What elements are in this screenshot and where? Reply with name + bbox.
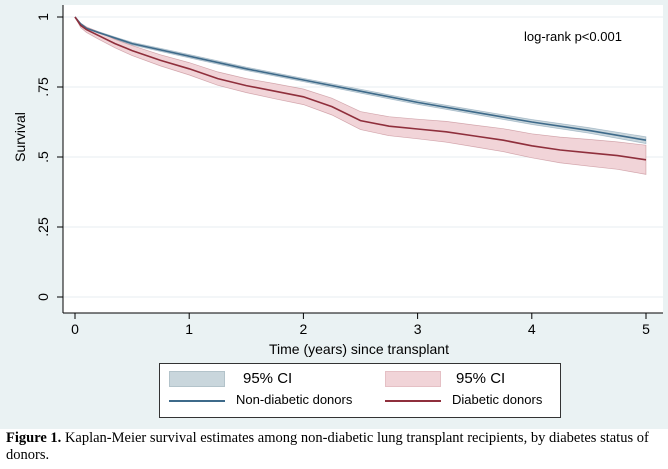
legend-ci-label-diabetic: 95% CI [456, 370, 506, 387]
x-axis-title: Time (years) since transplant [269, 341, 449, 357]
x-tick-label: 2 [300, 321, 308, 337]
x-tick-label: 0 [71, 321, 79, 337]
legend-label-diabetic: Diabetic donors [452, 392, 543, 407]
legend-ci-label-nondiabetic: 95% CI [243, 370, 293, 387]
legend-ci-swatch-nondiabetic [169, 371, 225, 387]
logrank-annotation: log-rank p<0.001 [524, 29, 622, 44]
survival-line-diabetic [74, 16, 647, 161]
figure-panel: 0 .25 .5 .75 1 0 1 2 3 4 5 Time (years) since tran… [0, 0, 668, 429]
legend-line-nondiabetic [169, 400, 225, 402]
km-plot: 0 .25 .5 .75 1 0 1 2 3 4 5 Time (years) since tran… [12, 5, 663, 357]
survival-curves [74, 16, 647, 161]
y-axis-title: Survival [12, 112, 28, 162]
ticks: 0 .25 .5 .75 1 0 1 2 3 4 5 [35, 13, 650, 337]
legend: 95% CI 95% CI Non-diabetic donors Diabet… [159, 363, 561, 418]
legend-line-diabetic [385, 400, 441, 402]
y-tick-label: .75 [35, 77, 51, 97]
x-tick-label: 1 [185, 321, 193, 337]
x-tick-label: 5 [642, 321, 650, 337]
figure-caption: Figure 1. Kaplan-Meier survival estimate… [6, 430, 662, 464]
legend-label-nondiabetic: Non-diabetic donors [236, 392, 353, 407]
x-tick-label: 3 [414, 321, 422, 337]
y-tick-label: 0 [35, 293, 51, 301]
y-tick-label: .25 [35, 217, 51, 237]
survival-line-nondiabetic [74, 16, 647, 141]
axes [62, 5, 663, 314]
caption-label: Figure 1. [6, 430, 62, 446]
x-tick-label: 4 [528, 321, 536, 337]
caption-text: Kaplan-Meier survival estimates among no… [6, 430, 649, 463]
y-tick-label: 1 [35, 13, 51, 21]
y-tick-label: .5 [35, 151, 51, 163]
legend-ci-swatch-diabetic [385, 371, 441, 387]
